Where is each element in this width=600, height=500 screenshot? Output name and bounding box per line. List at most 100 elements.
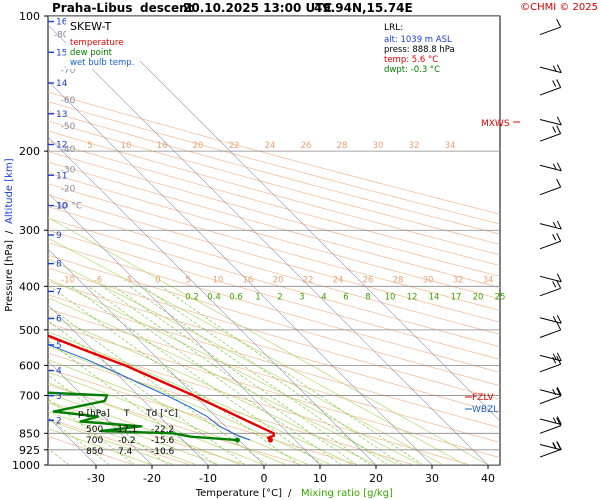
wind-barb [539,387,562,396]
altitude-tick-label: 11 [56,171,67,181]
mixing-ratio-label: 4 [321,292,326,302]
wind-barb-shaft [539,418,562,425]
wind-barb-flag [556,416,562,425]
altitude-tick-label: 6 [56,315,62,325]
altitude-tick-label: 2 [56,416,62,426]
temperature-tick-label: 20 [369,472,383,485]
wind-barb-flag [552,388,557,396]
wind-barb-shaft [539,363,561,373]
temperature-tick-label: -20 [143,472,161,485]
table-cell: 7.4 [118,447,133,457]
dry-adiabat-line [48,242,500,373]
wind-barb [539,314,562,324]
wind-barb-flag [556,125,562,134]
dry-adiabat-label: -5 [124,275,132,285]
wind-barb-shaft [539,449,561,458]
dry-adiabat-label: 28 [393,275,404,285]
altitude-tick-label: 3 [56,392,62,402]
background-lines [48,16,500,465]
table-cell: -17.1 [114,425,137,435]
wind-barb-shaft [539,87,561,96]
dry-adiabat-label: 5 [87,141,92,151]
dry-adiabat-label: 34 [483,275,494,285]
pressure-tick-label: 1000 [12,459,40,472]
mixing-ratio-label: 10 [385,292,396,302]
plot-area [47,15,501,466]
wind-barb-flag [552,234,557,241]
isotherm-label: -30 [61,166,76,176]
wind-barb [539,79,562,96]
wind-barb [539,273,562,283]
mixing-ratio-line [129,286,388,465]
wind-barb-flag [556,178,562,188]
dry-adiabat-label: 24 [265,141,276,151]
wind-barb-flag [556,220,562,230]
isotherm-label: -10 °C [54,201,82,211]
wind-barb-shaft [539,329,561,338]
ylabel-pressure: Pressure [hPa] [4,240,15,312]
pressure-tick-label: 925 [19,444,40,457]
wind-barb-shaft [539,26,561,36]
dry-adiabat-line [48,91,500,215]
altitude-tick-label: 9 [56,231,62,241]
dry-adiabat-label: 20 [273,275,284,285]
wind-barb-shaft [539,275,562,283]
altitude-tick-label: 14 [56,79,68,89]
xlabel-mix: Mixing ratio [g/kg] [301,488,393,499]
wind-barb [539,220,562,230]
wind-barb-flag [556,18,562,28]
dry-adiabat-label: 24 [333,275,344,285]
mixing-ratio-label: 1 [255,292,260,302]
wind-barb-shaft [539,287,561,297]
chart-title-station: Praha-Libus [52,1,132,15]
wind-barb-flag [552,357,557,364]
wbzl-label: WBZL [472,405,498,415]
wind-barb-flag [552,163,557,170]
dry-adiabat-line [48,280,500,414]
dry-adiabat-line [48,267,500,400]
lrl-press: press: 888.8 hPa [384,45,455,55]
legend-dewpoint: dew point [70,48,113,58]
dry-adiabat-label: 22 [303,275,314,285]
isotherm-line [48,192,321,465]
legend-box [66,17,140,69]
temperature-line [48,334,275,441]
wind-barb-shaft [539,354,562,362]
isotherm-line [48,136,377,465]
isotherm-label: -50 [61,122,76,132]
wind-barb-shaft [539,389,562,396]
isotherm-line [48,360,153,465]
isotherm-line [94,16,500,422]
wind-barbs [539,18,562,458]
dry-adiabat-label: 26 [301,141,312,151]
wind-barb [539,116,562,126]
altitude-tick-label: 13 [56,110,67,120]
wind-barb [539,162,562,172]
mixing-ratio-label: 0.4 [207,292,221,302]
dry-adiabat-line [48,229,500,360]
wind-barb-flag [556,116,562,126]
wind-barb-flag [556,233,562,242]
altitude-tick-label: 7 [56,287,62,297]
legend-title: SKEW-T [70,20,112,33]
wind-barb [539,387,562,405]
wind-barb [539,417,562,434]
dry-adiabat-line [48,151,500,277]
mixing-ratio-label: 8 [365,292,370,302]
wind-barb-flag [552,65,557,72]
wind-barb-flag [556,387,562,397]
table-cell: 850 [86,447,103,457]
pressure-tick-label: 850 [19,427,40,440]
mixing-ratio-label: 0.6 [229,292,243,302]
dry-adiabat-line [48,161,500,288]
wind-barb-shaft [539,186,561,196]
dry-adiabat-label: 32 [453,275,464,285]
levels-table: p [hPa] T Td [°C] 500 -17.1 -22.2 700 -0… [78,409,178,457]
dry-adiabat-line [48,110,500,235]
chart-title-coords: 49.94N,15.74E [314,1,413,15]
pressure-tick-label: 500 [19,324,40,337]
isotherm-label: -40 [61,145,76,155]
wind-barb-flag [556,162,562,171]
